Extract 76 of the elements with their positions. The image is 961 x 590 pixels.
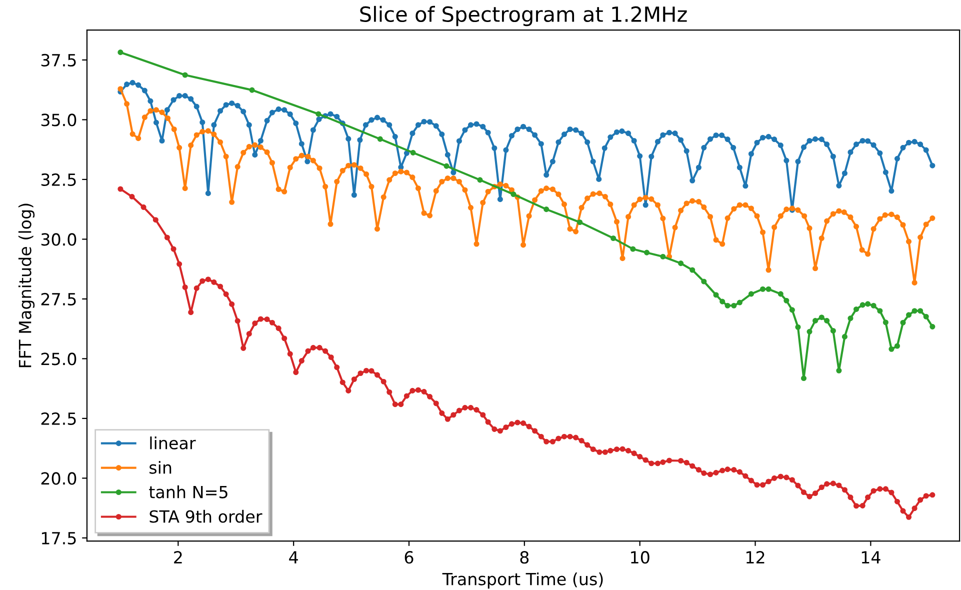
point: [842, 334, 848, 340]
point: [824, 318, 830, 324]
x-tick-label: 4: [289, 551, 298, 564]
point: [848, 316, 854, 322]
point: [544, 206, 550, 212]
y-tick-label: 32.5: [41, 173, 76, 186]
point: [865, 301, 871, 307]
point: [690, 267, 696, 273]
chart-title: Slice of Spectrogram at 1.2MHz: [360, 6, 687, 26]
point: [736, 300, 742, 306]
point: [766, 286, 772, 292]
point: [701, 278, 707, 284]
point: [870, 302, 876, 308]
y-tick-label: 30.0: [41, 233, 76, 246]
point: [784, 298, 790, 304]
point: [644, 250, 650, 256]
point: [182, 72, 188, 78]
point: [316, 111, 322, 117]
point: [912, 308, 918, 314]
x-tick-label: 8: [520, 551, 529, 564]
y-tick-label: 35.0: [41, 114, 76, 126]
point: [444, 163, 450, 169]
point: [477, 177, 483, 183]
y-tick-label: 17.5: [42, 532, 76, 544]
point: [760, 286, 766, 292]
point: [877, 308, 883, 314]
point: [906, 312, 912, 318]
y-tick-label: 22.5: [41, 412, 76, 425]
x-tick-label: 6: [404, 551, 414, 564]
y-tick-label: 27.5: [41, 292, 76, 306]
y-tick-label: 25.0: [41, 352, 76, 366]
point: [818, 314, 824, 320]
point: [660, 254, 666, 260]
point: [410, 150, 416, 156]
x-tick-label: 2: [174, 551, 182, 564]
point: [795, 324, 801, 330]
point: [923, 314, 929, 320]
point: [610, 235, 616, 242]
point: [860, 302, 866, 308]
x-tick-label: 10: [631, 551, 650, 564]
point: [630, 246, 636, 252]
x-axis-title: Transport Time (us): [442, 572, 603, 589]
legend-label: tanh N=5: [149, 485, 228, 498]
point: [800, 376, 807, 382]
point: [731, 302, 737, 308]
point: [806, 328, 812, 334]
legend-label: sin: [150, 460, 172, 474]
point: [894, 343, 900, 349]
point: [678, 260, 684, 266]
point: [918, 308, 924, 314]
point: [836, 368, 842, 374]
legend-label: STA 9th order: [150, 510, 262, 523]
point: [118, 50, 124, 56]
point: [812, 318, 818, 324]
point: [853, 306, 860, 312]
y-tick-label: 37.5: [41, 54, 76, 67]
point: [830, 328, 836, 334]
point: [249, 87, 255, 93]
point: [888, 346, 894, 352]
x-tick-label: 14: [862, 551, 880, 564]
point: [510, 191, 516, 198]
y-axis-title: FFT Magnitude (log): [18, 204, 35, 368]
point: [748, 291, 754, 297]
point: [577, 219, 583, 226]
point: [377, 136, 383, 142]
point: [930, 324, 936, 330]
y-tick-label: 20.0: [41, 472, 76, 485]
point: [900, 320, 906, 326]
point: [713, 292, 719, 298]
point: [778, 291, 784, 297]
point: [720, 298, 726, 304]
legend-label: linear: [150, 436, 196, 450]
point: [789, 307, 795, 313]
point: [724, 302, 730, 308]
x-tick-label: 12: [746, 551, 764, 564]
point: [882, 320, 888, 326]
